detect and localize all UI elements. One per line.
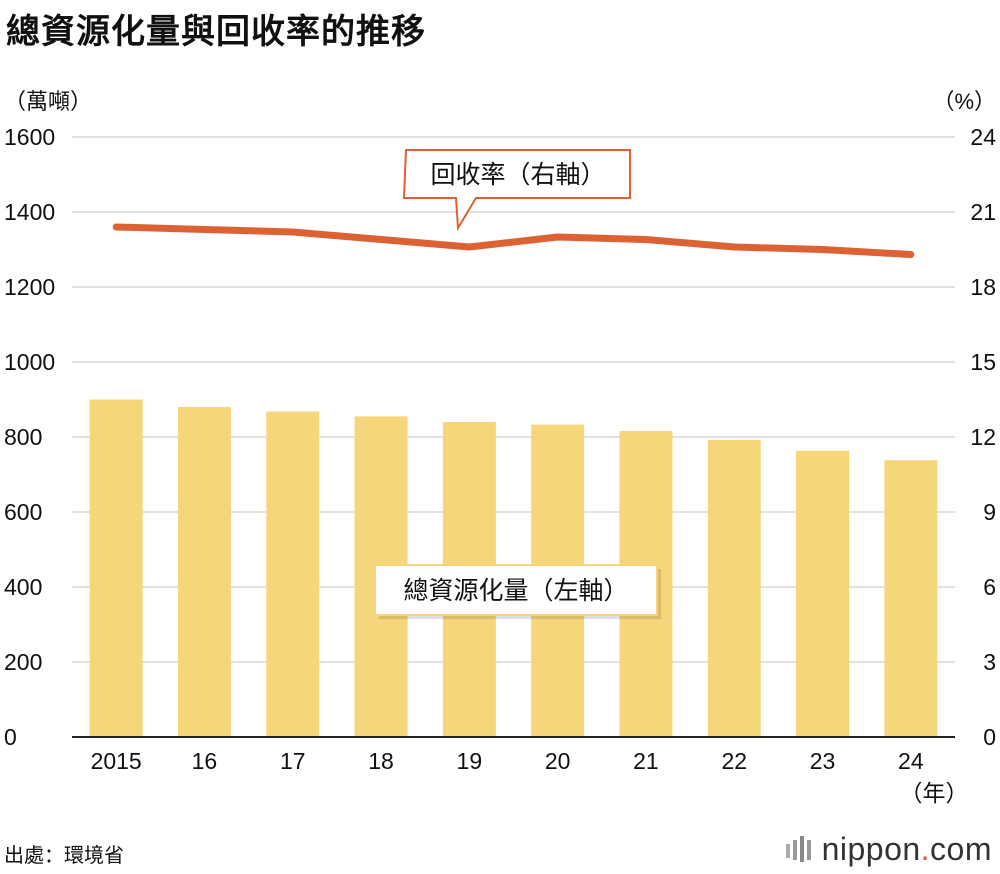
left-tick-label: 0: [4, 724, 17, 750]
tick-labels: 0 200 400 600 800 1000 1200 1400 1600 0 3 6 9 12 15 18 2…: [4, 124, 996, 806]
chart-title: 總資源化量與回收率的推移: [6, 12, 426, 52]
brand-suffix: com: [930, 831, 992, 867]
left-tick-label: 1600: [4, 124, 55, 150]
right-tick-label: 3: [983, 649, 996, 675]
x-tick-label: 18: [368, 748, 394, 774]
x-tick-label: 20: [545, 748, 571, 774]
line-path: [112, 223, 915, 258]
source-note: 出處：環境省: [4, 843, 124, 867]
right-tick-label: 15: [970, 349, 996, 375]
x-tick-label: 17: [280, 748, 306, 774]
x-tick-label: 24: [898, 748, 924, 774]
left-tick-label: 200: [4, 649, 42, 675]
bar: [266, 411, 320, 736]
x-tick-label: 2015: [91, 748, 142, 774]
brand-name: nippon: [821, 831, 921, 867]
callout-bar-series: 總資源化量（左軸）: [374, 564, 661, 619]
left-tick-label: 1400: [4, 199, 55, 225]
left-tick-label: 1200: [4, 274, 55, 300]
callouts: 回收率（右軸） 總資源化量（左軸）: [374, 149, 661, 619]
right-axis-unit: （%）: [932, 89, 996, 114]
bar: [707, 440, 761, 736]
right-tick-label: 9: [983, 499, 996, 525]
nippon-logo-icon: [785, 833, 816, 862]
x-tick-label: 16: [192, 748, 218, 774]
right-tick-label: 6: [983, 574, 996, 600]
callout-box: [374, 564, 658, 616]
left-tick-label: 800: [4, 424, 42, 450]
x-tick-label: 22: [721, 748, 747, 774]
right-tick-label: 21: [970, 199, 996, 225]
right-tick-label: 0: [983, 724, 996, 750]
x-tick-label: 23: [810, 748, 836, 774]
x-tick-label: 21: [633, 748, 659, 774]
callout-bar-label: 總資源化量（左軸）: [403, 576, 628, 605]
bar: [796, 450, 850, 736]
callout-line-series: 回收率（右軸）: [402, 149, 631, 232]
right-tick-label: 12: [970, 424, 996, 450]
left-tick-label: 1000: [4, 349, 55, 375]
right-tick-label: 24: [970, 124, 996, 150]
bar: [884, 460, 938, 736]
left-tick-label: 600: [4, 499, 42, 525]
bar: [89, 399, 143, 736]
callout-box: [402, 149, 631, 232]
left-axis-unit: （萬噸）: [4, 89, 93, 114]
right-tick-label: 18: [970, 274, 996, 300]
left-tick-label: 400: [4, 574, 42, 600]
callout-line-label: 回收率（右軸）: [430, 160, 605, 189]
brand-dot: .: [920, 831, 931, 867]
line-series: [112, 223, 915, 258]
x-tick-label: 19: [457, 748, 483, 774]
x-axis-unit: （年）: [900, 780, 969, 806]
brand-logo: nippon.com: [785, 831, 992, 868]
bar: [177, 407, 231, 736]
